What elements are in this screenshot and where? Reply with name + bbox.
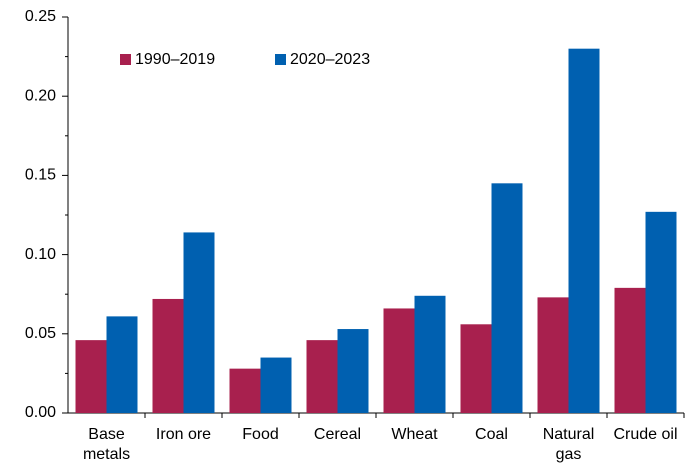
bar (183, 232, 215, 413)
x-tick-label: Iron ore (156, 426, 211, 443)
legend-label: 2020–2023 (290, 51, 370, 68)
legend-label: 1990–2019 (135, 51, 215, 68)
y-tick-label: 0.25 (25, 8, 56, 25)
bar (614, 287, 646, 413)
y-tick-label: 0.10 (25, 246, 56, 263)
bar (460, 324, 492, 413)
x-tick-label: Crude oil (613, 426, 677, 443)
bar (106, 316, 138, 413)
x-tick-label: Natural gas (543, 426, 595, 463)
x-tick-label: Coal (475, 426, 508, 443)
x-tick-label: Food (242, 426, 278, 443)
y-tick-label: 0.00 (25, 404, 56, 421)
y-tick-label: 0.15 (25, 167, 56, 184)
y-tick-label: 0.05 (25, 325, 56, 342)
legend-swatch (120, 54, 131, 65)
bar (537, 297, 569, 413)
bar (645, 211, 677, 413)
bar (229, 368, 261, 413)
legend-swatch (275, 54, 286, 65)
y-tick-label: 0.20 (25, 87, 56, 104)
bar (260, 357, 292, 413)
bar (414, 295, 446, 413)
bar (152, 298, 184, 413)
x-tick-label: Cereal (314, 426, 361, 443)
bar (491, 183, 523, 413)
bar (75, 340, 107, 413)
x-tick-label: Wheat (391, 426, 438, 443)
bar (383, 308, 415, 413)
bar (306, 340, 338, 413)
x-tick-label: Base metals (83, 426, 130, 463)
bar (337, 329, 369, 413)
bar (568, 48, 600, 414)
